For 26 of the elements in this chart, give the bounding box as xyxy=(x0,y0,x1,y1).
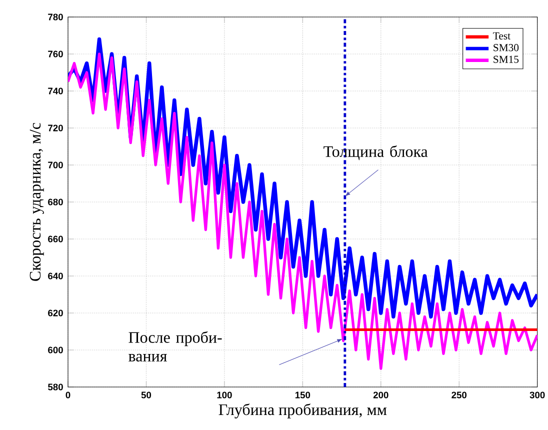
legend-label: SM30 xyxy=(494,44,519,52)
legend-label: Test xyxy=(493,32,510,40)
y-tick-label: 760 xyxy=(48,50,63,58)
y-axis-title: Скорость ударника, м/с xyxy=(30,122,44,281)
y-tick-label: 640 xyxy=(48,272,63,280)
y-tick-label: 780 xyxy=(48,14,63,20)
y-tick-label: 700 xyxy=(48,162,63,168)
y-tick-label: 600 xyxy=(48,346,63,354)
y-tick-label: 680 xyxy=(48,198,63,206)
x-tick-label: 250 xyxy=(452,392,467,398)
x-tick-label: 0 xyxy=(66,392,70,398)
y-tick-label: 620 xyxy=(48,310,63,316)
x-tick-label: 300 xyxy=(530,392,545,398)
x-tick-label: 150 xyxy=(295,392,310,398)
annotation: Толщина блока xyxy=(324,145,428,160)
y-tick-label: 580 xyxy=(48,384,63,390)
legend-label: SM15 xyxy=(494,56,519,63)
y-tick-label: 660 xyxy=(48,236,63,242)
x-tick-label: 100 xyxy=(217,392,232,398)
x-tick-label: 50 xyxy=(141,392,152,398)
x-axis-title: Глубина пробивания, мм xyxy=(218,403,387,418)
x-tick-label: 200 xyxy=(373,392,388,398)
line-series xyxy=(68,52,538,370)
annotation: После проби- вания xyxy=(128,331,222,362)
y-tick-label: 720 xyxy=(48,124,63,132)
y-tick-label: 740 xyxy=(48,88,63,94)
